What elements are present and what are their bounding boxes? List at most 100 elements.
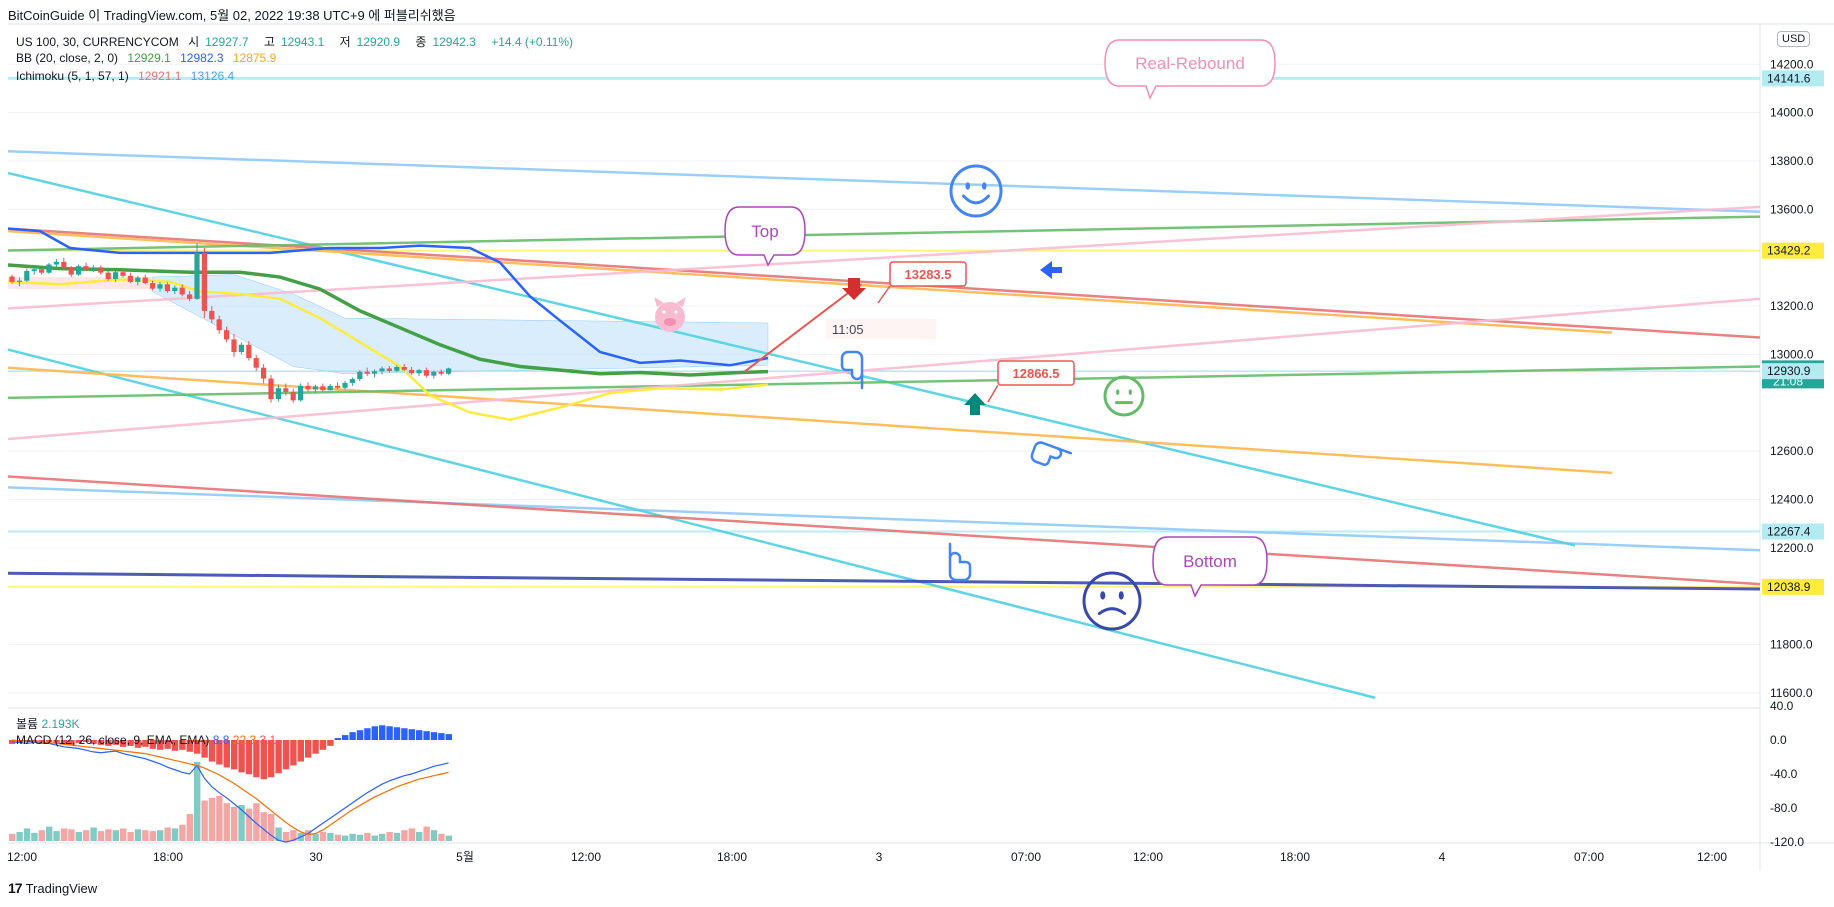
volume-bar [105,829,112,841]
price-axis[interactable]: 14200.0 14000.0 13800.0 13600.0 13200.0 13000… [1762,57,1824,700]
bb-legend[interactable]: BB (20, close, 2, 0) 12929.1 12982.3 128… [16,51,282,65]
volume-bar [349,833,356,841]
bollinger-bands [7,227,769,421]
symbol-legend[interactable]: US 100, 30, CURRENCYCOM 시 12927.7 고 12943.… [16,33,579,50]
signal-line [11,739,449,835]
chart-grid [8,23,1834,870]
candle-body [24,270,30,281]
macd-hist-bar [231,740,238,770]
price-label-12866-leader [987,384,999,403]
smiley-happy-icon-mouth [962,194,990,205]
volume-bar [290,830,297,841]
volume-bar [334,834,341,841]
candle-body [135,277,141,282]
candle-body [349,379,355,383]
candle-body [142,277,148,284]
x-tick-label: 12:00 [7,850,37,864]
arrow-left-icon [1040,261,1062,279]
volume-bar [231,806,238,841]
smiley-neutral-icon [1103,375,1145,417]
macd-hist-bar [275,740,282,774]
x-tick-label: 18:00 [717,850,747,864]
volume-bar [275,827,282,841]
candle-body [120,272,126,276]
x-tick-label: 3 [876,850,883,864]
ohlc-high: 고 12943.1 [263,35,325,49]
annotations[interactable]: Real-Rebound Top Bottom 13283.5 12866.5 11:05 [654,39,1276,631]
macd-hist-bar [312,740,319,754]
candle-body [127,275,133,282]
macd-hist-bar [134,740,142,748]
volume-bar [9,833,16,841]
volume-bar [201,800,208,841]
macd-hist-bar [179,740,186,750]
y-tick-label: 13800.0 [1770,154,1814,168]
tradingview-footer: 17 TradingView [8,880,97,896]
x-tick-label: 12:00 [1697,850,1727,864]
callout-bottom-text: Bottom [1183,552,1237,571]
volume-bar [179,824,186,841]
volume-bar [253,803,260,841]
hand-pointing-right-icon [1030,441,1073,466]
trend-red-lower [7,475,1761,586]
price-change: +14.4 (+0.11%) [491,35,574,49]
macd-hist-bar [186,740,193,752]
trend-blue-upper [7,150,1761,214]
volume-bar [282,832,290,841]
volume-value: 2.193K [41,717,80,731]
time-axis[interactable]: 12:00 18:00 30 5월 12:00 18:00 3 07:00 12:00 18:00… [7,850,1727,864]
candle-body [68,267,74,275]
macd-hist-bar [438,733,445,740]
candle-body [216,319,222,331]
volume-label: 볼륨 [16,717,39,731]
macd-hist-bar [245,740,253,775]
candle-body [76,266,82,275]
macd-hist-bar [260,740,267,780]
volume-bar [356,834,364,841]
trend-green-upper [7,215,1761,252]
volume-bar [75,832,82,841]
smiley-neutral-icon-outline [1103,375,1145,417]
price-tag [1762,578,1824,595]
arrow-down-icon [842,278,866,300]
macd-hist-bar [364,728,371,740]
volume-bar [31,832,38,841]
macd-hist-bar [290,740,297,766]
callout-real-rebound-text: Real-Rebound [1135,54,1245,73]
y-tick-label: 13600.0 [1770,202,1814,216]
volume-bar [260,812,267,841]
candle-body [83,266,89,270]
y-tick-label: 13200.0 [1770,299,1814,313]
x-tick-label: 07:00 [1011,850,1041,864]
price-label-13283-text: 13283.5 [905,267,952,282]
macd-hist-bar [445,734,452,740]
ohlc-close: 종 12942.3 [415,35,476,49]
smiley-neutral-icon-eye-left [1116,389,1120,396]
candle-body [179,287,185,295]
volume-bar [60,828,68,841]
volume-bar [438,833,445,841]
volume-bar [364,832,371,841]
pig-ears [654,297,686,307]
candle-body [209,310,215,320]
ichimoku-legend[interactable]: Ichimoku (5, 1, 57, 1) 12921.1 13126.4 [16,69,240,83]
time-label: 11:05 [832,322,864,337]
volume-legend[interactable]: 볼륨 2.193K [16,715,79,732]
candle-body [372,371,378,374]
macd-hist-bar [53,740,60,743]
callout-bottom: Bottom [1152,536,1268,598]
macd-legend[interactable]: MACD (12, 26, close, 9, EMA, EMA) 8.8 22… [16,733,276,747]
candle-body [113,272,119,279]
price-label-12866-text: 12866.5 [1013,366,1060,381]
callout-top-text: Top [751,222,778,241]
currency-badge[interactable]: USD [1777,31,1811,47]
volume-bar [238,805,245,841]
volume-bar [416,832,423,841]
candle-body [438,371,444,374]
macd-hist-bar [105,740,112,746]
candle-body [423,370,429,376]
price-tag-text: 12930.9 [1767,364,1811,378]
y-tick-label: 11800.0 [1770,638,1813,652]
bb-lower-line [7,278,769,421]
